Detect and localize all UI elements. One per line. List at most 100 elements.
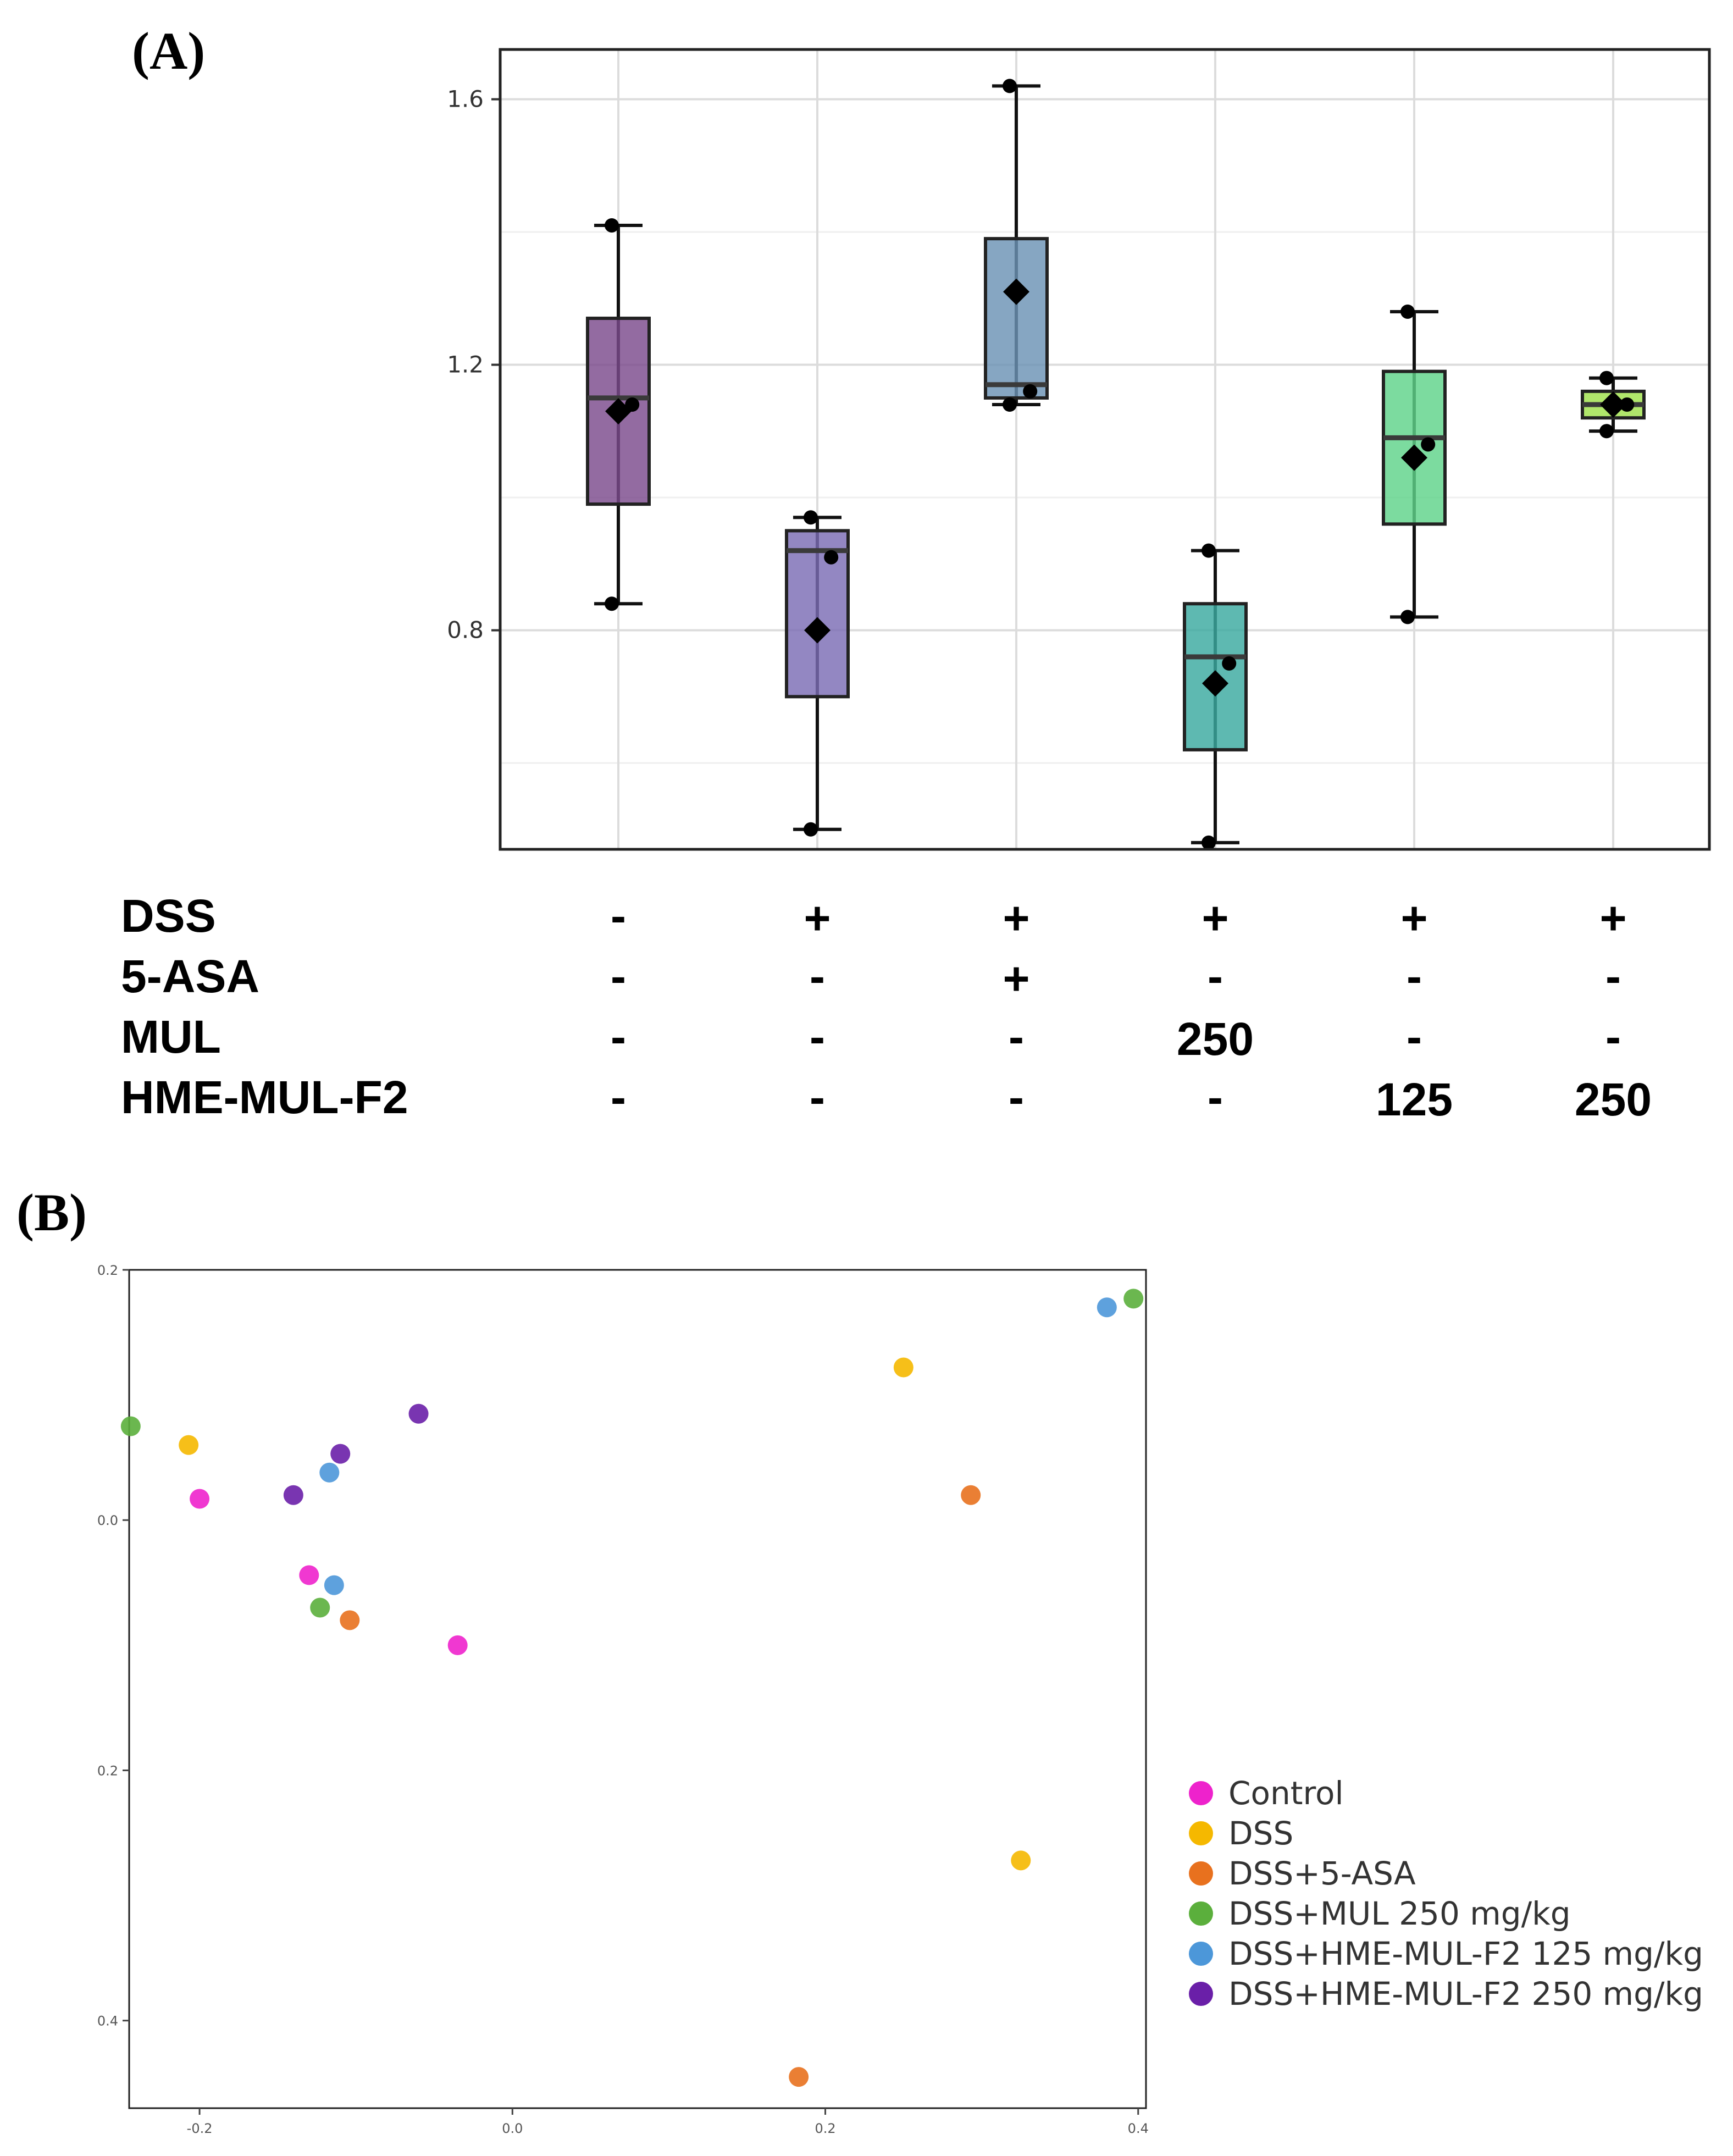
data-point	[1023, 384, 1038, 399]
panel-a-label: (A)	[132, 21, 205, 80]
legend-item: DSS+5-ASA	[1189, 1855, 1416, 1892]
legend-item: Control	[1189, 1774, 1344, 1812]
treatment-cell: +	[1003, 953, 1029, 1004]
legend-label: DSS	[1228, 1815, 1293, 1852]
legend-swatch	[1189, 1901, 1213, 1926]
data-point	[1202, 835, 1216, 850]
pcoa-points	[120, 1289, 1144, 2087]
data-point	[1003, 397, 1017, 412]
legend-item: DSS	[1189, 1815, 1293, 1852]
scatter-point	[1097, 1297, 1117, 1318]
legend-item: DSS+HME-MUL-F2 125 mg/kg	[1189, 1935, 1703, 1972]
data-point	[605, 596, 619, 611]
scatter-point	[1011, 1850, 1031, 1871]
data-point	[1400, 304, 1415, 319]
data-point	[804, 822, 818, 837]
scatter-point	[330, 1444, 351, 1464]
treatment-cell: 250	[1575, 1074, 1652, 1125]
data-point	[1222, 656, 1237, 671]
mean-marker	[804, 617, 830, 644]
pcoa-scatter-chart: -0.2 0.0 0.2 0.4 0.2 0.0 0.2 0.4	[97, 1263, 1149, 2136]
legend-label: Control	[1228, 1774, 1344, 1812]
mean-marker	[1003, 278, 1029, 305]
treatment-cell: +	[1003, 892, 1029, 944]
box-group	[785, 510, 850, 837]
scatter-point	[447, 1635, 468, 1655]
treatment-cell: -	[1009, 1071, 1024, 1123]
y-tick-label: 0.2	[97, 1763, 118, 1778]
treatment-row-label: HME-MUL-F2	[121, 1071, 408, 1123]
data-point	[804, 510, 818, 525]
scatter-point	[789, 2067, 809, 2087]
box-group	[984, 79, 1049, 412]
legend-item: DSS+HME-MUL-F2 250 mg/kg	[1189, 1975, 1703, 2013]
treatment-cell: -	[810, 1071, 825, 1123]
mean-marker	[1600, 391, 1626, 418]
y-tick-label: 0.0	[97, 1513, 118, 1528]
pcoa-frame	[128, 1269, 1147, 2109]
treatment-cell: -	[1605, 1011, 1621, 1063]
treatment-cell: -	[611, 890, 626, 942]
x-tick-label: 0.2	[815, 2121, 835, 2136]
legend-label: DSS+HME-MUL-F2 125 mg/kg	[1228, 1935, 1703, 1972]
boxplot-groups	[586, 79, 1646, 850]
treatment-cell: -	[1009, 1011, 1024, 1063]
x-tick-label: 0.0	[502, 2121, 523, 2136]
legend-swatch	[1189, 1781, 1213, 1805]
boxplot-y-axis: 0.8 1.2 1.6	[447, 86, 500, 644]
treatment-row-label: DSS	[121, 890, 216, 942]
y-tick-label: 0.4	[97, 2014, 118, 2029]
legend-label: DSS+MUL 250 mg/kg	[1228, 1895, 1571, 1932]
legend-swatch	[1189, 1821, 1213, 1845]
pcoa-axes: -0.2 0.0 0.2 0.4 0.2 0.0 0.2 0.4	[97, 1263, 1149, 2136]
scatter-point	[120, 1416, 141, 1436]
box-group	[1382, 304, 1447, 624]
treatment-row-label: MUL	[121, 1011, 221, 1063]
treatment-cell: -	[810, 1011, 825, 1063]
scatter-point	[893, 1357, 913, 1378]
treatment-cell: -	[1605, 950, 1621, 1002]
box	[984, 237, 1049, 400]
treatment-cell: +	[1599, 892, 1626, 944]
treatment-cell: 125	[1376, 1074, 1453, 1125]
legend-label: DSS+HME-MUL-F2 250 mg/kg	[1228, 1975, 1703, 2013]
treatment-table: DSS - + + + + +5-ASA - - + - - - MUL - - - 250 - - HME-MUL-F…	[121, 890, 1652, 1125]
mean-marker	[1401, 444, 1427, 471]
scatter-point	[1123, 1289, 1144, 1309]
data-point	[1599, 371, 1614, 385]
treatment-cell: 250	[1177, 1013, 1254, 1065]
scatter-point	[408, 1403, 429, 1424]
boxplot-chart: 0.8 1.2 1.6	[447, 48, 1711, 851]
y-tick-label: 1.6	[447, 86, 484, 113]
legend-swatch	[1189, 1982, 1213, 2006]
treatment-cell: +	[804, 892, 830, 944]
legend-swatch	[1189, 1942, 1213, 1966]
data-point	[824, 550, 839, 565]
legend-item: DSS+MUL 250 mg/kg	[1189, 1895, 1571, 1932]
treatment-cell: -	[1208, 950, 1223, 1002]
data-point	[1599, 424, 1614, 439]
x-tick-label: -0.2	[187, 2121, 213, 2136]
scatter-point	[310, 1597, 330, 1618]
legend-swatch	[1189, 1861, 1213, 1886]
scatter-point	[190, 1489, 210, 1509]
scatter-point	[319, 1462, 340, 1483]
data-point	[605, 218, 619, 233]
x-tick-label: 0.4	[1128, 2121, 1149, 2136]
treatment-cell: -	[810, 950, 825, 1002]
scatter-point	[340, 1610, 360, 1630]
legend-label: DSS+5-ASA	[1228, 1855, 1416, 1892]
box-group	[1581, 371, 1646, 439]
treatment-cell: +	[1400, 892, 1427, 944]
treatment-cell: -	[1407, 1011, 1422, 1063]
treatment-row-label: 5-ASA	[121, 950, 259, 1002]
treatment-cell: -	[1407, 950, 1422, 1002]
data-point	[1003, 79, 1017, 93]
mean-marker	[605, 398, 632, 425]
y-tick-label: 0.8	[447, 617, 484, 644]
scatter-point	[299, 1565, 319, 1585]
y-tick-label: 0.2	[97, 1263, 118, 1278]
mean-marker	[1202, 670, 1228, 697]
